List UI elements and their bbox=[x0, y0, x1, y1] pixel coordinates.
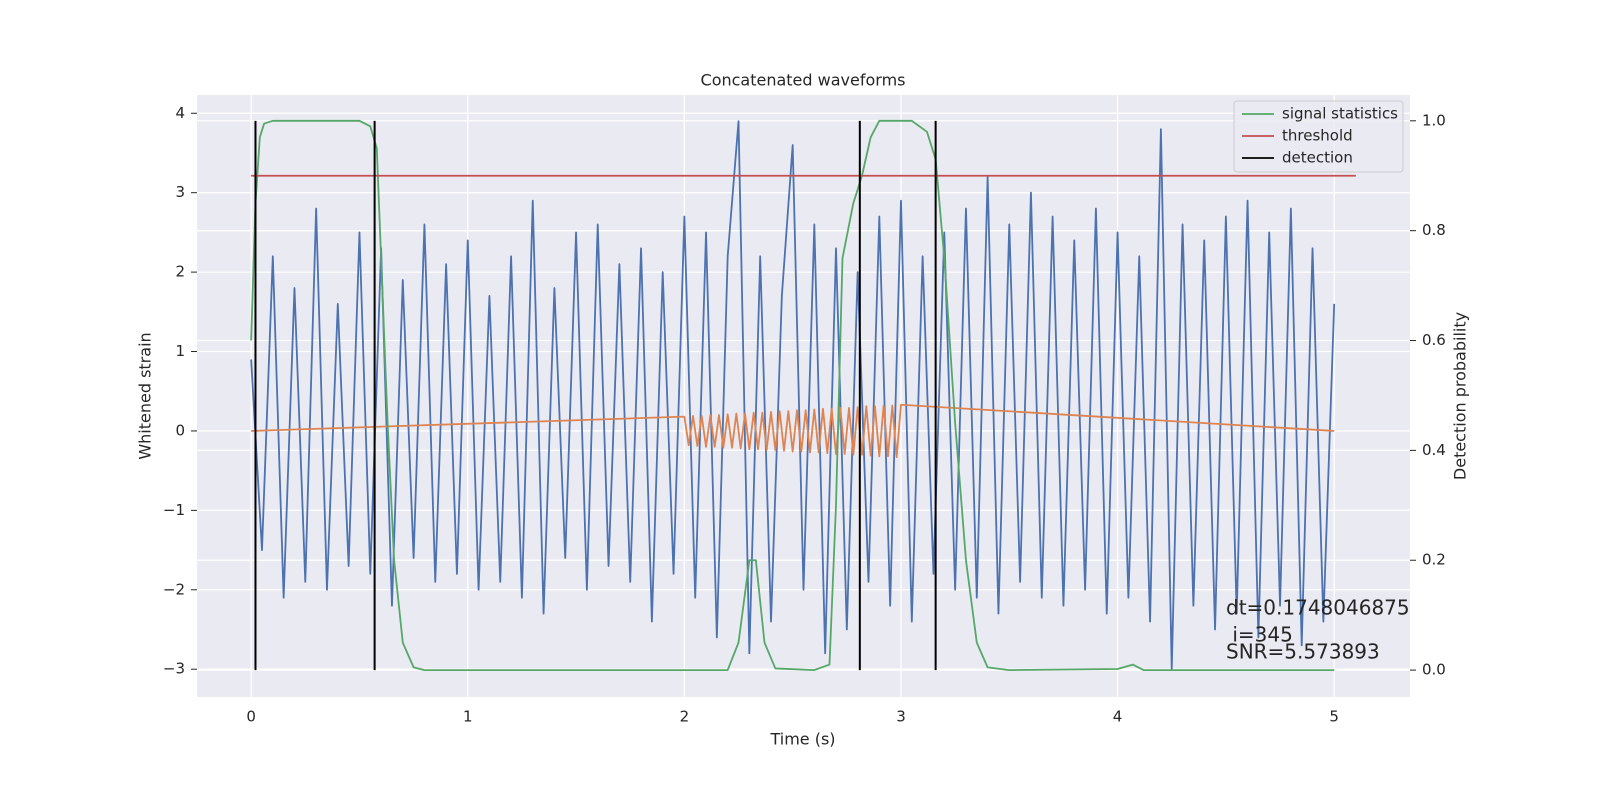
legend-box bbox=[1233, 100, 1404, 173]
chart-title: Concatenated waveforms bbox=[701, 71, 906, 90]
y-tick-label: 4 bbox=[175, 104, 185, 122]
series-line bbox=[250, 120, 1336, 671]
x-tick-label: 5 bbox=[1329, 708, 1339, 726]
y2-tick-label: 0.4 bbox=[1422, 441, 1446, 459]
x-tick-label: 0 bbox=[246, 708, 256, 726]
y2-axis-label: Detection probability bbox=[1451, 312, 1470, 480]
y2-tick-label: 0.2 bbox=[1422, 551, 1446, 569]
y-tick-label: 3 bbox=[175, 183, 185, 201]
legend-label: threshold bbox=[1282, 127, 1353, 145]
y-tick-label: −1 bbox=[163, 501, 185, 519]
y-tick-label: 2 bbox=[175, 263, 185, 281]
y-axis-label: Whitened strain bbox=[136, 332, 155, 459]
legend-label: signal statistics bbox=[1282, 105, 1398, 123]
annotation: i=345 bbox=[1226, 623, 1293, 647]
x-tick-label: 1 bbox=[463, 708, 473, 726]
y2-tick-label: 0.6 bbox=[1422, 331, 1446, 349]
annotation: SNR=5.573893 bbox=[1226, 640, 1380, 664]
y2-tick-label: 1.0 bbox=[1422, 111, 1446, 129]
x-tick-label: 4 bbox=[1113, 708, 1123, 726]
x-tick-label: 3 bbox=[896, 708, 906, 726]
y-tick-label: −2 bbox=[163, 580, 185, 598]
x-axis-label: Time (s) bbox=[769, 730, 835, 749]
y2-tick-label: 0.0 bbox=[1422, 661, 1446, 679]
y-tick-label: −3 bbox=[163, 660, 185, 678]
legend: signal statistics threshold detection bbox=[1233, 100, 1404, 173]
series-line bbox=[251, 403, 1335, 459]
x-tick-label: 2 bbox=[680, 708, 690, 726]
annotation: dt=0.1748046875 bbox=[1226, 596, 1410, 620]
y-tick-label: 1 bbox=[175, 342, 185, 360]
legend-label: detection bbox=[1282, 149, 1353, 167]
y-tick-label: 0 bbox=[175, 421, 185, 439]
y2-tick-label: 0.8 bbox=[1422, 221, 1446, 239]
